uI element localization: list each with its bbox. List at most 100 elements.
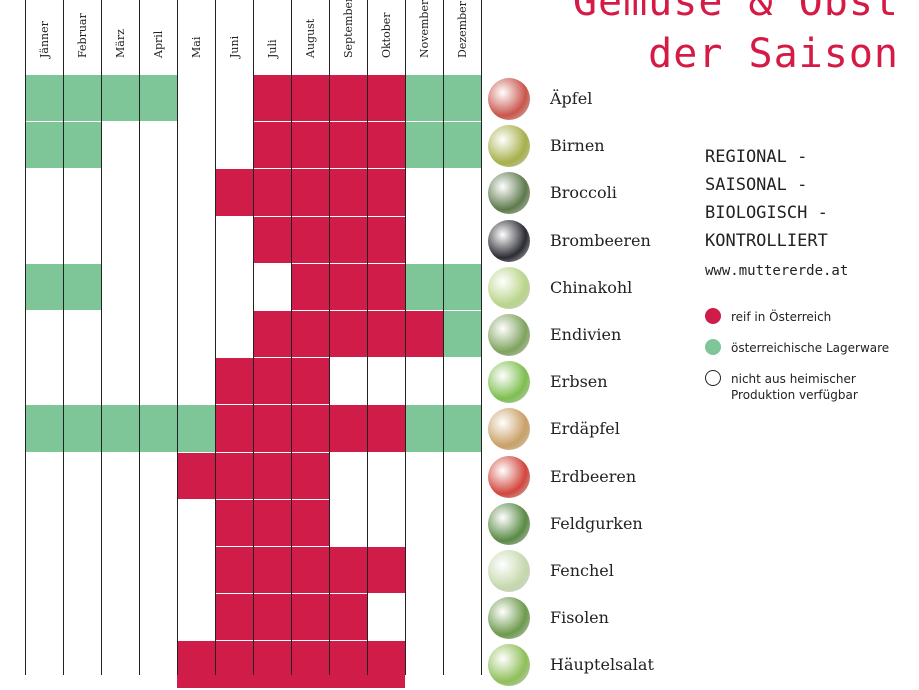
season-cell bbox=[291, 216, 329, 264]
season-cell bbox=[63, 263, 101, 311]
season-cell bbox=[215, 405, 253, 453]
legend-label: reif in Österreich bbox=[731, 310, 832, 324]
month-label-text: Dezember bbox=[456, 1, 469, 58]
season-cell bbox=[405, 405, 443, 453]
legend-label: österreichische Lagerware bbox=[731, 341, 890, 355]
season-cell bbox=[443, 263, 481, 311]
produce-name: Fisolen bbox=[550, 608, 609, 628]
season-cell bbox=[215, 169, 253, 217]
season-cell bbox=[25, 263, 63, 311]
apple-icon bbox=[488, 78, 530, 120]
season-cell bbox=[253, 122, 291, 170]
season-cell bbox=[367, 216, 405, 264]
column-divider bbox=[25, 0, 26, 675]
produce-name: Fenchel bbox=[550, 561, 614, 580]
season-cell bbox=[443, 75, 481, 123]
season-cell bbox=[215, 594, 253, 642]
row-divider bbox=[25, 687, 481, 690]
month-label: Februar bbox=[63, 4, 101, 68]
season-cell bbox=[215, 641, 253, 689]
column-divider bbox=[443, 0, 444, 675]
season-cell bbox=[177, 405, 215, 453]
legend-label: nicht aus heimischer Produktion verfügba… bbox=[731, 372, 858, 402]
season-cell bbox=[291, 311, 329, 359]
season-cell bbox=[367, 311, 405, 359]
month-label: November bbox=[405, 0, 443, 68]
month-label-text: Mai bbox=[190, 36, 203, 58]
month-label: März bbox=[101, 4, 139, 68]
month-label-text: Juni bbox=[228, 35, 241, 58]
season-cell bbox=[291, 594, 329, 642]
season-cell bbox=[291, 547, 329, 595]
season-cell bbox=[291, 169, 329, 217]
month-label-text: September bbox=[342, 0, 355, 58]
season-cell bbox=[291, 452, 329, 500]
season-cell bbox=[215, 499, 253, 547]
month-label-text: April bbox=[152, 30, 165, 58]
month-label-text: August bbox=[304, 18, 317, 58]
season-cell bbox=[329, 169, 367, 217]
month-label-text: Februar bbox=[76, 13, 89, 58]
season-cell bbox=[291, 263, 329, 311]
lettuce-icon bbox=[488, 644, 530, 687]
season-cell bbox=[63, 75, 101, 123]
green-dot-icon bbox=[705, 339, 721, 355]
month-label: Oktober bbox=[367, 4, 405, 68]
season-cell bbox=[329, 122, 367, 170]
season-cell bbox=[367, 405, 405, 453]
season-cell bbox=[367, 122, 405, 170]
month-label: Jänner bbox=[25, 4, 63, 68]
season-cell bbox=[63, 122, 101, 170]
month-label: August bbox=[291, 4, 329, 68]
produce-name: Äpfel bbox=[550, 89, 593, 108]
column-divider bbox=[63, 0, 64, 675]
month-label: Mai bbox=[177, 4, 215, 68]
red-dot-icon bbox=[705, 308, 721, 324]
season-cell bbox=[177, 641, 215, 689]
empty-dot-icon bbox=[705, 370, 721, 386]
season-cell bbox=[405, 263, 443, 311]
month-label-text: Juli bbox=[266, 39, 279, 58]
season-cell bbox=[63, 405, 101, 453]
season-cell bbox=[367, 169, 405, 217]
month-label-text: Jänner bbox=[38, 21, 51, 58]
produce-name: Endivien bbox=[550, 325, 622, 344]
pear-icon bbox=[488, 125, 530, 168]
tagline: REGIONAL - SAISONAL - BIOLOGISCH - KONTR… bbox=[705, 147, 828, 251]
page-title: Gemüse & Obst bbox=[572, 0, 899, 25]
chinese-cabbage-icon bbox=[488, 266, 530, 309]
season-cell bbox=[253, 594, 291, 642]
beans-icon bbox=[488, 597, 530, 640]
season-cell bbox=[291, 641, 329, 689]
month-label: September bbox=[329, 0, 367, 68]
season-cell bbox=[25, 75, 63, 123]
season-cell bbox=[329, 216, 367, 264]
potato-icon bbox=[488, 408, 530, 451]
produce-name: Broccoli bbox=[550, 183, 617, 203]
month-label: April bbox=[139, 4, 177, 68]
season-cell bbox=[443, 405, 481, 453]
season-cell bbox=[405, 75, 443, 123]
column-divider bbox=[253, 0, 254, 675]
season-cell bbox=[253, 311, 291, 359]
season-cell bbox=[253, 641, 291, 689]
season-cell bbox=[329, 547, 367, 595]
season-cell bbox=[329, 263, 367, 311]
column-divider bbox=[291, 0, 292, 675]
season-cell bbox=[25, 405, 63, 453]
season-cell bbox=[443, 311, 481, 359]
season-cell bbox=[101, 75, 139, 123]
season-cell bbox=[253, 547, 291, 595]
season-cell bbox=[405, 122, 443, 170]
season-cell bbox=[101, 405, 139, 453]
season-cell bbox=[291, 122, 329, 170]
season-cell bbox=[253, 452, 291, 500]
season-cell bbox=[253, 499, 291, 547]
fennel-icon bbox=[488, 550, 530, 592]
season-cell bbox=[329, 311, 367, 359]
month-label-text: November bbox=[418, 0, 431, 58]
season-cell bbox=[367, 547, 405, 595]
season-cell bbox=[291, 405, 329, 453]
season-cell bbox=[329, 594, 367, 642]
season-cell bbox=[291, 358, 329, 406]
